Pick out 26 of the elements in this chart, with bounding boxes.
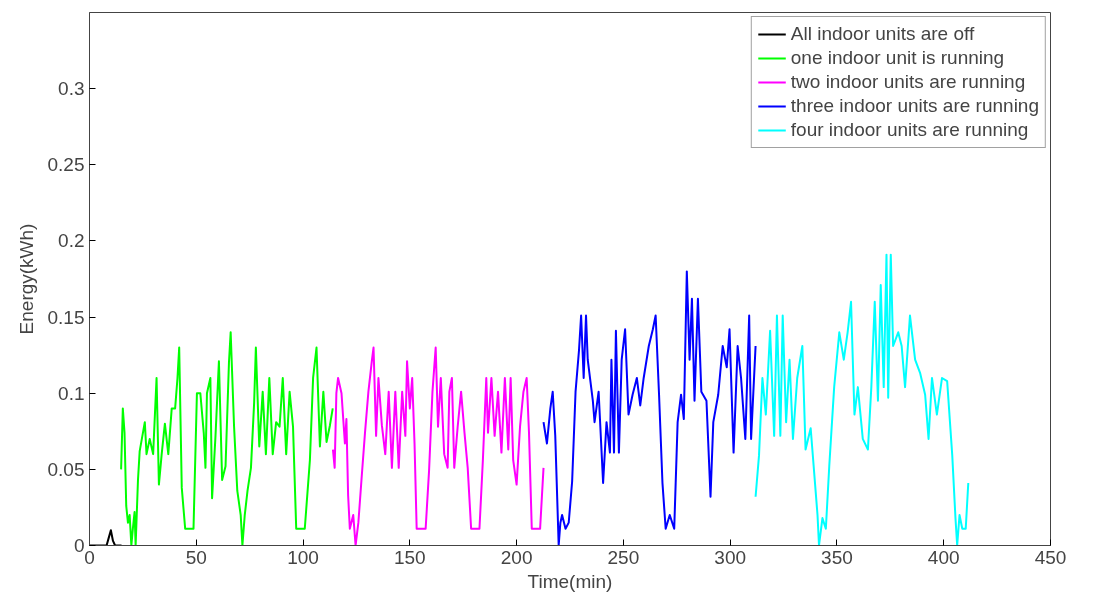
- x-tick-label: 250: [607, 546, 640, 568]
- y-tick-label: 0.25: [47, 154, 85, 176]
- legend-label: four indoor units are running: [790, 119, 1029, 141]
- x-tick-label: 50: [185, 546, 207, 568]
- legend-label: one indoor unit is running: [790, 47, 1005, 69]
- x-tick-label: 350: [821, 546, 853, 568]
- line-series: [120, 331, 334, 546]
- line-series: [542, 270, 757, 546]
- line-series: [331, 346, 545, 546]
- x-axis-title: Time(min): [527, 570, 613, 592]
- y-tick-label: 0.3: [58, 78, 85, 100]
- legend-label: All indoor units are off: [790, 23, 975, 45]
- x-tick-label: 300: [714, 546, 747, 568]
- x-tick-label: 200: [500, 546, 533, 568]
- x-tick-label: 400: [927, 546, 960, 568]
- line-series: [754, 253, 970, 546]
- y-tick-label: 0.1: [58, 382, 85, 404]
- legend-label: two indoor units are running: [790, 71, 1026, 93]
- y-tick-label: 0.05: [47, 458, 85, 480]
- y-tick-label: 0.15: [47, 306, 85, 328]
- legend-label: three indoor units are running: [790, 95, 1039, 117]
- x-tick-label: 150: [393, 546, 426, 568]
- x-tick-label: 450: [1034, 546, 1067, 568]
- x-tick-label: 100: [287, 546, 319, 568]
- y-tick-label: 0.2: [58, 230, 85, 252]
- y-axis-title: Energy(kWh): [15, 223, 37, 335]
